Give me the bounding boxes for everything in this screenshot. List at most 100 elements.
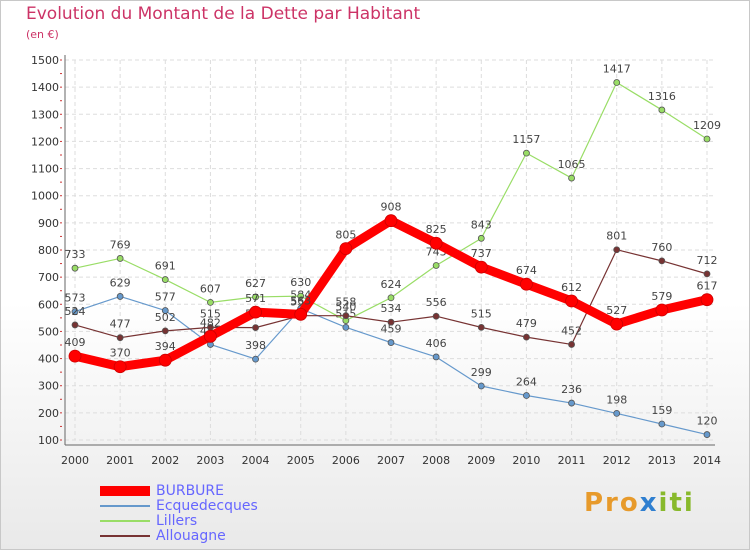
data-label: 805 (335, 229, 356, 242)
y-tick-label: 500 (38, 325, 59, 338)
data-label: 540 (335, 301, 356, 314)
y-tick-label: 800 (38, 244, 59, 257)
data-label: 769 (110, 238, 131, 251)
data-point (658, 257, 666, 265)
x-tick-label: 2012 (603, 454, 631, 467)
data-point (71, 264, 79, 272)
data-label: 515 (200, 307, 221, 320)
data-point (294, 307, 308, 321)
data-point (161, 276, 169, 283)
data-label: 1316 (648, 90, 676, 103)
data-point (252, 355, 259, 363)
data-label: 712 (697, 254, 718, 267)
data-point (387, 339, 395, 346)
data-label: 527 (606, 304, 627, 317)
data-label: 630 (290, 276, 311, 289)
data-label: 563 (290, 294, 311, 307)
data-label: 577 (155, 291, 176, 304)
data-label: 571 (245, 292, 266, 305)
data-label: 524 (65, 305, 86, 318)
data-point (523, 149, 530, 157)
data-point (342, 323, 350, 331)
y-tick-label: 1200 (31, 135, 59, 148)
data-point (161, 307, 169, 314)
data-label: 612 (561, 281, 582, 294)
data-label: 607 (200, 282, 221, 295)
data-point (68, 349, 82, 363)
data-point (477, 323, 485, 331)
legend-swatch (100, 486, 150, 496)
data-point (384, 214, 398, 228)
data-point (116, 293, 124, 300)
data-label: 760 (651, 241, 672, 254)
data-label: 627 (245, 277, 266, 290)
data-point (71, 308, 79, 316)
data-label: 459 (381, 323, 402, 336)
data-label: 1417 (603, 63, 631, 76)
data-label: 120 (697, 415, 718, 428)
data-point (700, 293, 714, 307)
data-point (568, 399, 575, 407)
data-label: 737 (471, 247, 492, 260)
data-label: 617 (697, 280, 718, 293)
data-point (387, 318, 395, 326)
data-label: 409 (65, 336, 86, 349)
data-point (477, 382, 485, 390)
data-label: 394 (155, 340, 176, 353)
x-tick-label: 2013 (648, 454, 676, 467)
y-tick-label: 400 (38, 353, 59, 366)
x-tick-label: 2007 (377, 454, 405, 467)
x-tick-label: 2003 (196, 454, 224, 467)
data-label: 579 (651, 290, 672, 303)
data-label: 843 (471, 218, 492, 231)
data-point (477, 234, 485, 242)
x-tick-label: 2011 (558, 454, 586, 467)
x-tick-label: 2006 (332, 454, 360, 467)
data-point (71, 321, 79, 329)
data-label: 558 (335, 296, 356, 309)
data-point (703, 270, 711, 278)
data-point (432, 312, 440, 320)
proxiti-logo: Proxiti (584, 488, 695, 518)
data-label: 370 (110, 347, 131, 360)
y-tick-label: 600 (38, 298, 59, 311)
data-label: 482 (200, 316, 221, 329)
data-point (474, 260, 488, 274)
x-tick-label: 2001 (106, 454, 134, 467)
data-label: 236 (561, 383, 582, 396)
data-point (207, 298, 214, 306)
data-point (161, 327, 169, 335)
data-label: 398 (245, 339, 266, 352)
data-point (613, 409, 621, 417)
data-label: 479 (516, 317, 537, 330)
data-point (432, 353, 440, 361)
data-point (523, 392, 530, 399)
data-point (432, 262, 440, 269)
data-point (658, 106, 666, 114)
data-label: 299 (471, 366, 492, 379)
unit-label: (en €) (26, 28, 59, 41)
data-label: 674 (516, 264, 537, 277)
data-point (429, 236, 443, 250)
data-label: 825 (426, 223, 447, 236)
legend-swatch (100, 520, 150, 522)
y-tick-label: 100 (38, 434, 59, 447)
data-label: 159 (651, 404, 672, 417)
legend-label: Allouagne (156, 528, 226, 544)
data-label: 515 (471, 307, 492, 320)
data-label: 534 (381, 302, 402, 315)
data-point (339, 242, 353, 256)
data-point (568, 341, 575, 348)
x-tick-label: 2010 (512, 454, 540, 467)
data-label: 1157 (512, 133, 540, 146)
legend-label: BURBURE (156, 483, 225, 499)
data-point (613, 246, 621, 254)
data-label: 1065 (558, 158, 586, 171)
chart-title: Evolution du Montant de la Dette par Hab… (26, 4, 421, 24)
data-label: 908 (381, 201, 402, 214)
data-label: 477 (110, 318, 131, 331)
data-point (387, 294, 395, 302)
data-label: 556 (426, 296, 447, 309)
data-point (703, 431, 711, 438)
